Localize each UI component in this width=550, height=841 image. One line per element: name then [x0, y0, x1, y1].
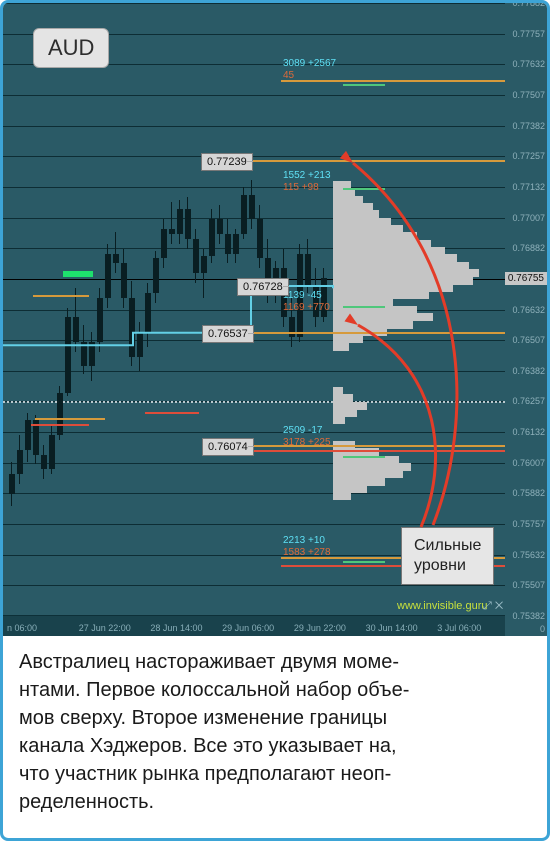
watermark: www.invisible.guru	[397, 600, 487, 612]
y-tick-label: 0.77382	[512, 121, 545, 131]
caption-text: Австралиец настораживает двумя моме- нта…	[3, 636, 547, 824]
y-tick-label: 0.75507	[512, 580, 545, 590]
current-price-box: 0.76755	[505, 272, 547, 285]
y-tick-label: 0.77132	[512, 182, 545, 192]
y-tick-label: 0.76007	[512, 458, 545, 468]
y-tick-label: 0.76382	[512, 366, 545, 376]
y-tick-label: 0.75757	[512, 519, 545, 529]
price-chart[interactable]: 0.77882 0.77757 0.77632 0.77507 0.77382 0.772…	[3, 3, 547, 636]
y-tick-label: 0.77757	[512, 29, 545, 39]
y-tick-label: 0.75632	[512, 550, 545, 560]
y-tick-label: 0.76632	[512, 305, 545, 315]
chart-card: 0.77882 0.77757 0.77632 0.77507 0.77382 0.772…	[0, 0, 550, 841]
y-tick-label: 0.77882	[512, 3, 545, 8]
chart-tool-icons[interactable]: ⤢ ✕	[483, 600, 503, 613]
y-tick-label: 0.76257	[512, 396, 545, 406]
y-tick-label: 0.77257	[512, 151, 545, 161]
y-tick-label: 0.76507	[512, 335, 545, 345]
y-tick-label: 0.77632	[512, 59, 545, 69]
y-tick-label: 0.77507	[512, 90, 545, 100]
y-tick-label: 0.76132	[512, 427, 545, 437]
y-tick-label: 0.75882	[512, 488, 545, 498]
y-tick-label: 0.77007	[512, 213, 545, 223]
y-tick-label: 0.75382	[512, 611, 545, 621]
x-axis: n 06:0027 Jun 22:0028 Jun 14:0029 Jun 06…	[3, 615, 505, 636]
y-tick-label: 0.76882	[512, 243, 545, 253]
